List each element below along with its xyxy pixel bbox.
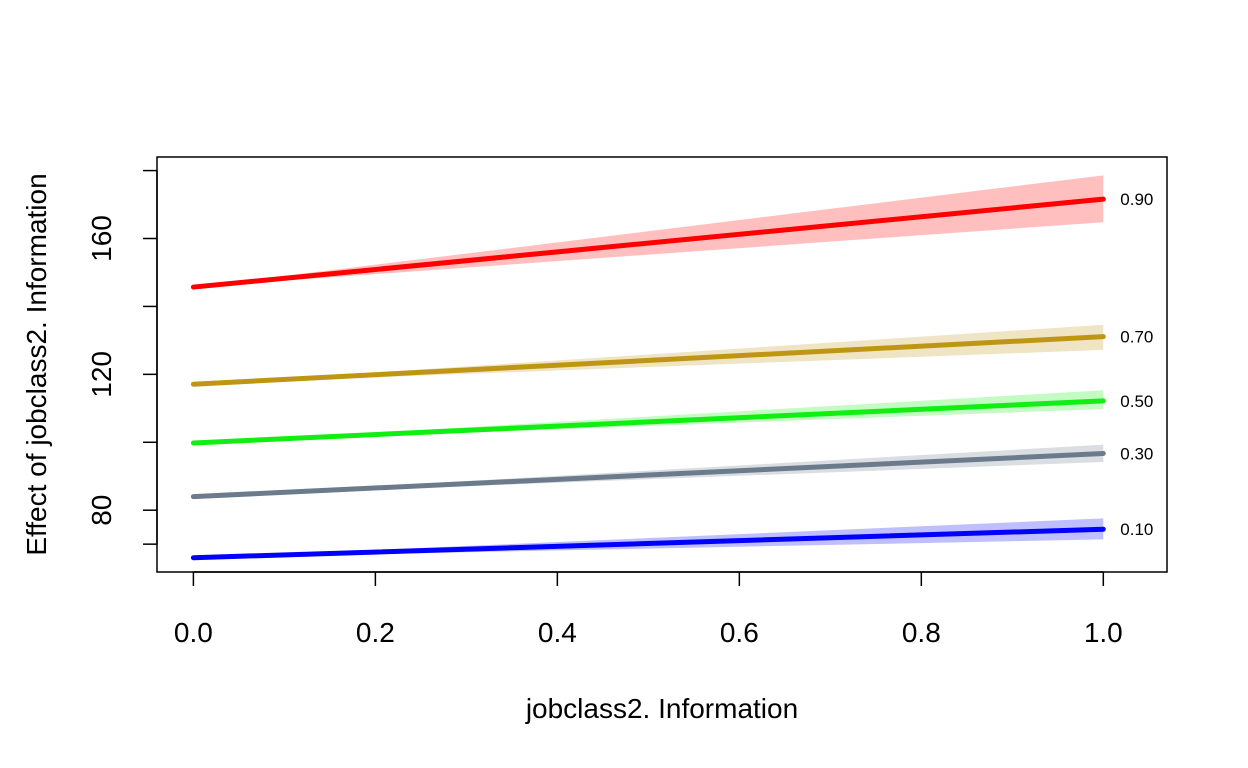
- y-axis: 80 120 160: [86, 169, 158, 545]
- x-tick-label: 0.6: [720, 617, 759, 648]
- series-label-0.10: 0.10: [1120, 520, 1153, 539]
- confidence-band-0.10: [193, 518, 1104, 558]
- series-lines: [190, 196, 1106, 561]
- y-tick-label: 80: [86, 495, 117, 526]
- x-tick-label: 0.4: [538, 617, 577, 648]
- confidence-band-0.90: [193, 175, 1104, 288]
- x-tick-label: 1.0: [1084, 617, 1123, 648]
- y-tick-label: 160: [86, 215, 117, 262]
- x-axis: 0.0 0.2 0.4 0.6 0.8 1.0: [174, 571, 1123, 648]
- series-line-0.10: [190, 526, 1106, 561]
- x-tick-label: 0.2: [356, 617, 395, 648]
- y-axis-label: Effect of jobclass2. Information: [21, 173, 52, 555]
- series-label-0.90: 0.90: [1120, 190, 1153, 209]
- x-tick-label: 0.0: [174, 617, 213, 648]
- series-line-0.90: [190, 196, 1106, 290]
- series-label-0.30: 0.30: [1120, 444, 1153, 463]
- confidence-band-0.50: [193, 390, 1104, 443]
- series-line-0.30: [190, 450, 1106, 500]
- series-labels: 0.10 0.30 0.50 0.70 0.90: [1120, 190, 1153, 539]
- y-tick-label: 120: [86, 351, 117, 398]
- series-label-0.70: 0.70: [1120, 328, 1153, 347]
- x-axis-label: jobclass2. Information: [525, 693, 798, 724]
- confidence-bands: [193, 175, 1104, 558]
- series-line-0.70: [190, 334, 1106, 387]
- series-line-0.50: [190, 398, 1106, 446]
- x-tick-label: 0.8: [902, 617, 941, 648]
- confidence-band-0.70: [193, 324, 1104, 385]
- series-label-0.50: 0.50: [1120, 392, 1153, 411]
